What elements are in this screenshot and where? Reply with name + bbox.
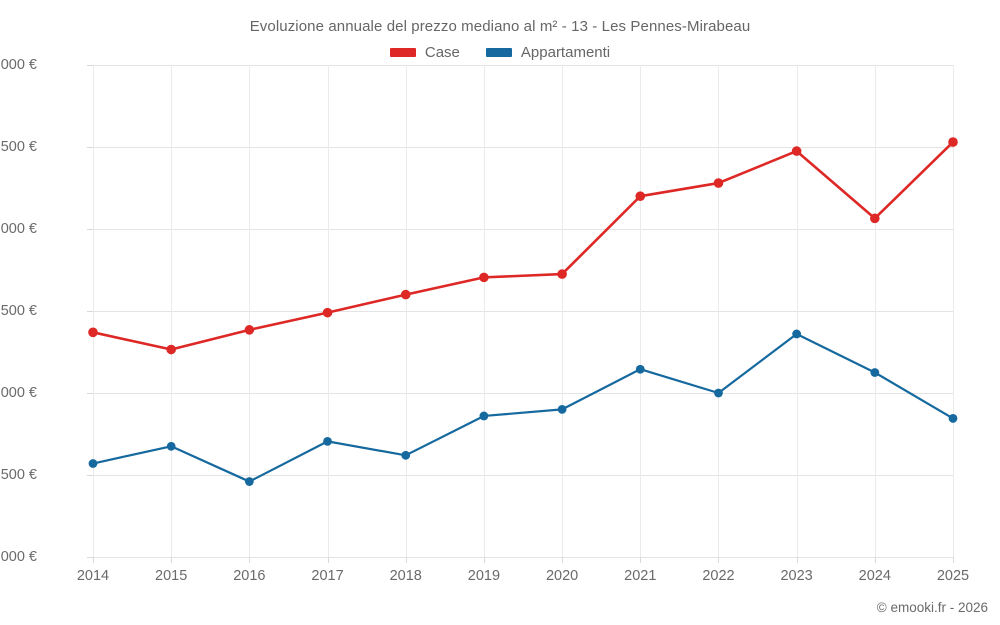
x-tick-label: 2022 bbox=[702, 568, 735, 584]
x-tick-label: 2015 bbox=[155, 568, 188, 584]
y-tick-label: 3 500 € bbox=[0, 303, 37, 319]
series-line-case bbox=[91, 140, 955, 351]
x-tick-mark bbox=[327, 557, 329, 563]
y-tick-label: 2 500 € bbox=[0, 467, 37, 483]
x-tick-label: 2018 bbox=[389, 568, 422, 584]
data-point-case[interactable] bbox=[870, 213, 880, 224]
y-tick-mark bbox=[87, 311, 93, 312]
gridline-vertical bbox=[483, 65, 485, 557]
legend-item-case[interactable]: Case bbox=[389, 44, 460, 61]
gridline-horizontal bbox=[93, 311, 953, 312]
x-tick-label: 2019 bbox=[467, 568, 501, 584]
data-point-case[interactable] bbox=[635, 191, 646, 201]
gridline-vertical bbox=[953, 65, 954, 557]
data-point-case[interactable] bbox=[713, 178, 724, 188]
gridline-vertical bbox=[93, 65, 94, 557]
y-tick-label: 5 000 € bbox=[0, 57, 37, 73]
x-tick-label: 2020 bbox=[545, 568, 579, 584]
gridline-vertical bbox=[562, 65, 564, 557]
gridline-vertical bbox=[874, 65, 876, 557]
y-tick-mark bbox=[87, 147, 93, 148]
gridline-horizontal bbox=[93, 229, 953, 230]
data-point-appartamenti[interactable] bbox=[166, 441, 176, 451]
data-point-appartamenti[interactable] bbox=[635, 364, 645, 374]
data-point-appartamenti[interactable] bbox=[479, 411, 489, 421]
gridline-horizontal bbox=[93, 147, 953, 148]
legend-swatch-case bbox=[389, 48, 416, 57]
gridline-vertical bbox=[718, 65, 720, 557]
gridline-vertical bbox=[171, 65, 173, 557]
data-point-case[interactable] bbox=[479, 272, 489, 283]
x-tick-label: 2017 bbox=[311, 568, 344, 584]
data-point-appartamenti[interactable] bbox=[88, 459, 98, 468]
x-tick-mark bbox=[405, 557, 407, 563]
data-point-appartamenti[interactable] bbox=[870, 368, 880, 377]
x-tick-mark bbox=[718, 557, 720, 563]
chart-title: Evoluzione annuale del prezzo mediano al… bbox=[249, 18, 751, 35]
data-point-case[interactable] bbox=[166, 344, 176, 355]
x-tick-label: 2025 bbox=[936, 568, 970, 584]
gridline-vertical bbox=[249, 65, 251, 557]
data-point-case[interactable] bbox=[244, 325, 255, 335]
x-tick-label: 2021 bbox=[624, 568, 657, 584]
x-tick-label: 2024 bbox=[858, 568, 891, 584]
data-point-case[interactable] bbox=[557, 269, 567, 279]
gridline-vertical bbox=[796, 65, 798, 557]
gridline-vertical bbox=[640, 65, 642, 557]
data-point-appartamenti[interactable] bbox=[401, 450, 411, 460]
y-tick-mark bbox=[87, 229, 93, 230]
y-tick-label: 4 000 € bbox=[0, 221, 37, 237]
legend-label-case: Case bbox=[424, 44, 460, 61]
y-tick-label: 4 500 € bbox=[0, 139, 37, 155]
data-point-case[interactable] bbox=[400, 289, 411, 300]
x-tick-mark bbox=[171, 557, 173, 563]
y-tick-mark bbox=[87, 475, 93, 476]
x-tick-mark bbox=[562, 557, 564, 563]
data-point-case[interactable] bbox=[948, 137, 958, 147]
data-point-appartamenti[interactable] bbox=[714, 388, 723, 398]
x-tick-label: 2023 bbox=[780, 568, 813, 584]
gridline-horizontal bbox=[93, 65, 953, 66]
y-tick-label: 2 000 € bbox=[0, 549, 37, 565]
series-layer bbox=[88, 137, 958, 486]
x-tick-label: 2014 bbox=[76, 568, 110, 584]
gridline-vertical bbox=[405, 65, 407, 557]
data-point-appartamenti[interactable] bbox=[948, 414, 958, 423]
x-tick-mark bbox=[640, 557, 642, 563]
y-tick-mark bbox=[87, 393, 93, 394]
data-point-case[interactable] bbox=[88, 327, 98, 338]
x-tick-mark bbox=[483, 557, 485, 563]
data-point-case[interactable] bbox=[322, 307, 333, 318]
data-point-appartamenti[interactable] bbox=[557, 405, 567, 414]
x-tick-mark bbox=[953, 557, 954, 563]
data-point-appartamenti[interactable] bbox=[323, 436, 332, 446]
data-point-appartamenti[interactable] bbox=[244, 477, 254, 486]
legend-item-appartamenti[interactable]: Appartamenti bbox=[485, 44, 611, 61]
legend-label-appartamenti: Appartamenti bbox=[520, 44, 611, 61]
data-point-appartamenti[interactable] bbox=[792, 329, 802, 339]
series-line-appartamenti bbox=[91, 332, 955, 483]
credit-text: © emooki.fr - 2026 bbox=[876, 600, 988, 615]
y-tick-mark bbox=[87, 557, 93, 558]
x-tick-label: 2016 bbox=[233, 568, 266, 584]
gridline-horizontal bbox=[93, 393, 953, 394]
data-point-case[interactable] bbox=[791, 146, 802, 156]
y-tick-label: 3 000 € bbox=[0, 385, 37, 401]
chart-legend: Case Appartamenti bbox=[0, 44, 1000, 61]
legend-swatch-appartamenti bbox=[485, 48, 512, 57]
x-tick-mark bbox=[249, 557, 251, 563]
x-tick-mark bbox=[874, 557, 876, 563]
x-tick-mark bbox=[93, 557, 94, 563]
gridline-horizontal bbox=[93, 475, 953, 476]
plot-area: 2 000 € 2 500 € 3 000 € 3 500 € 4 000 € 4 500… bbox=[0, 57, 969, 584]
gridline-horizontal bbox=[93, 557, 953, 558]
y-tick-mark bbox=[87, 65, 93, 66]
x-tick-mark bbox=[796, 557, 798, 563]
